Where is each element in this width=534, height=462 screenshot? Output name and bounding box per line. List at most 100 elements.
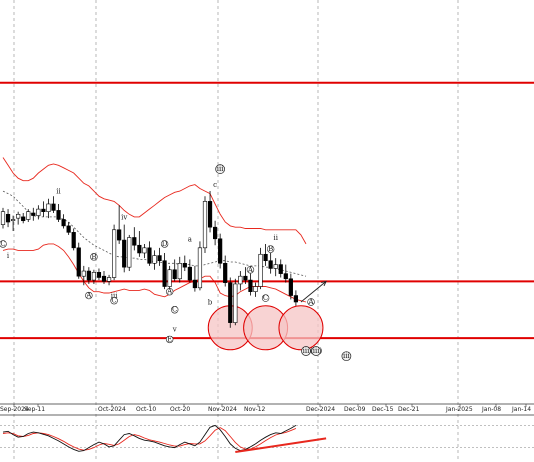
candle-body (46, 203, 51, 213)
x-tick-label: Oct-20 (170, 406, 190, 413)
wave-label: ii (273, 234, 278, 242)
candle-body (192, 279, 198, 289)
candle-body (71, 232, 76, 249)
x-tick-label: Dec-21 (398, 406, 420, 413)
candle-body (233, 283, 238, 323)
circled-label-ring (165, 335, 174, 344)
candle-body (172, 269, 177, 280)
candle-body (96, 272, 102, 278)
candle-body (132, 237, 137, 246)
candle-body (293, 295, 299, 303)
candle-body (147, 247, 152, 264)
candle-body (5, 213, 11, 223)
candle-body (223, 262, 228, 283)
x-tick-label: Oct-2024 (98, 406, 126, 413)
candle-body (26, 211, 31, 220)
circled-label: C (0, 240, 5, 248)
bb-upper-line (2, 157, 307, 245)
circled-label-ring (261, 294, 270, 302)
candle-body (51, 203, 56, 211)
x-tick-label: Jan-14 (511, 406, 531, 413)
candle-body (127, 237, 132, 268)
circled-label: D (162, 240, 168, 248)
candle-body (117, 229, 122, 241)
x-tick-label: Dec-09 (344, 406, 366, 413)
circled-label: E (167, 335, 172, 343)
candle-body (263, 253, 268, 262)
candle-body (253, 286, 258, 292)
sma-line (2, 190, 307, 277)
boxed-label: (iii) (310, 347, 322, 355)
boxed-label: iii (303, 347, 310, 355)
circled-label-ring (307, 298, 315, 306)
candle-body (11, 219, 16, 222)
circled-label-ring (266, 245, 275, 253)
wave-label: v (172, 326, 177, 334)
x-tick-label: Jan-2025 (445, 406, 473, 413)
candle-body (66, 225, 71, 233)
wave-label: ii (56, 188, 61, 196)
circled-label: A (85, 292, 92, 300)
candle-body (86, 270, 91, 281)
x-tick-label: Dec-15 (372, 406, 394, 413)
circled-label: A (308, 298, 315, 306)
candle-body (177, 262, 182, 280)
projection-arrow (300, 280, 327, 303)
candle-body (273, 264, 278, 269)
candle-body (182, 262, 187, 268)
boxed-label-ring (301, 346, 311, 356)
circled-label-ring (171, 306, 179, 314)
x-tick-label: Nov-12 (244, 406, 266, 413)
highlight-circle (278, 305, 324, 351)
circled-label-ring (85, 291, 93, 300)
x-tick-label: Oct-10 (136, 406, 156, 413)
circled-label: C (111, 297, 116, 305)
candle-body (81, 270, 86, 277)
boxed-label-ring (341, 351, 352, 362)
wave-label: c (213, 181, 217, 189)
boxed-label: iii (343, 352, 350, 360)
candle-body (31, 212, 36, 216)
candle-body (258, 253, 263, 287)
candle-body (56, 210, 61, 220)
wave-label: iii (111, 292, 118, 300)
circled-label-ring (90, 253, 98, 261)
circled-label: B (91, 253, 96, 261)
candle-body (218, 238, 223, 264)
stoch-d-line (2, 427, 297, 451)
stoch-trendline (235, 437, 327, 454)
circled-label-ring (110, 297, 118, 305)
boxed-label-ring (215, 164, 225, 174)
wave-label: i (7, 252, 10, 260)
circled-label-ring (160, 240, 169, 248)
candle-body (21, 216, 26, 222)
x-tick-label: Sep-2024 (0, 406, 29, 413)
circled-label: C (263, 294, 268, 302)
candle-body (112, 229, 117, 278)
candle-body (238, 275, 243, 285)
circled-label-ring (246, 266, 255, 274)
circled-label: A (247, 266, 254, 274)
stochastic-panel (0, 424, 534, 454)
candle-body (187, 266, 192, 281)
candle-body (288, 278, 293, 296)
boxed-label-ring (311, 346, 321, 356)
candle-body (207, 201, 213, 228)
candle-body (41, 208, 46, 212)
candle-body (152, 255, 157, 264)
candle-body (16, 213, 21, 219)
candle-body (283, 273, 288, 280)
candle-body (202, 201, 208, 249)
candle-body (213, 226, 218, 240)
candle-body (162, 260, 167, 287)
candle-body (0, 211, 6, 225)
arrow-line (300, 281, 327, 303)
candle-body (248, 279, 253, 292)
candle-body (243, 275, 248, 281)
candle-body (61, 219, 66, 227)
